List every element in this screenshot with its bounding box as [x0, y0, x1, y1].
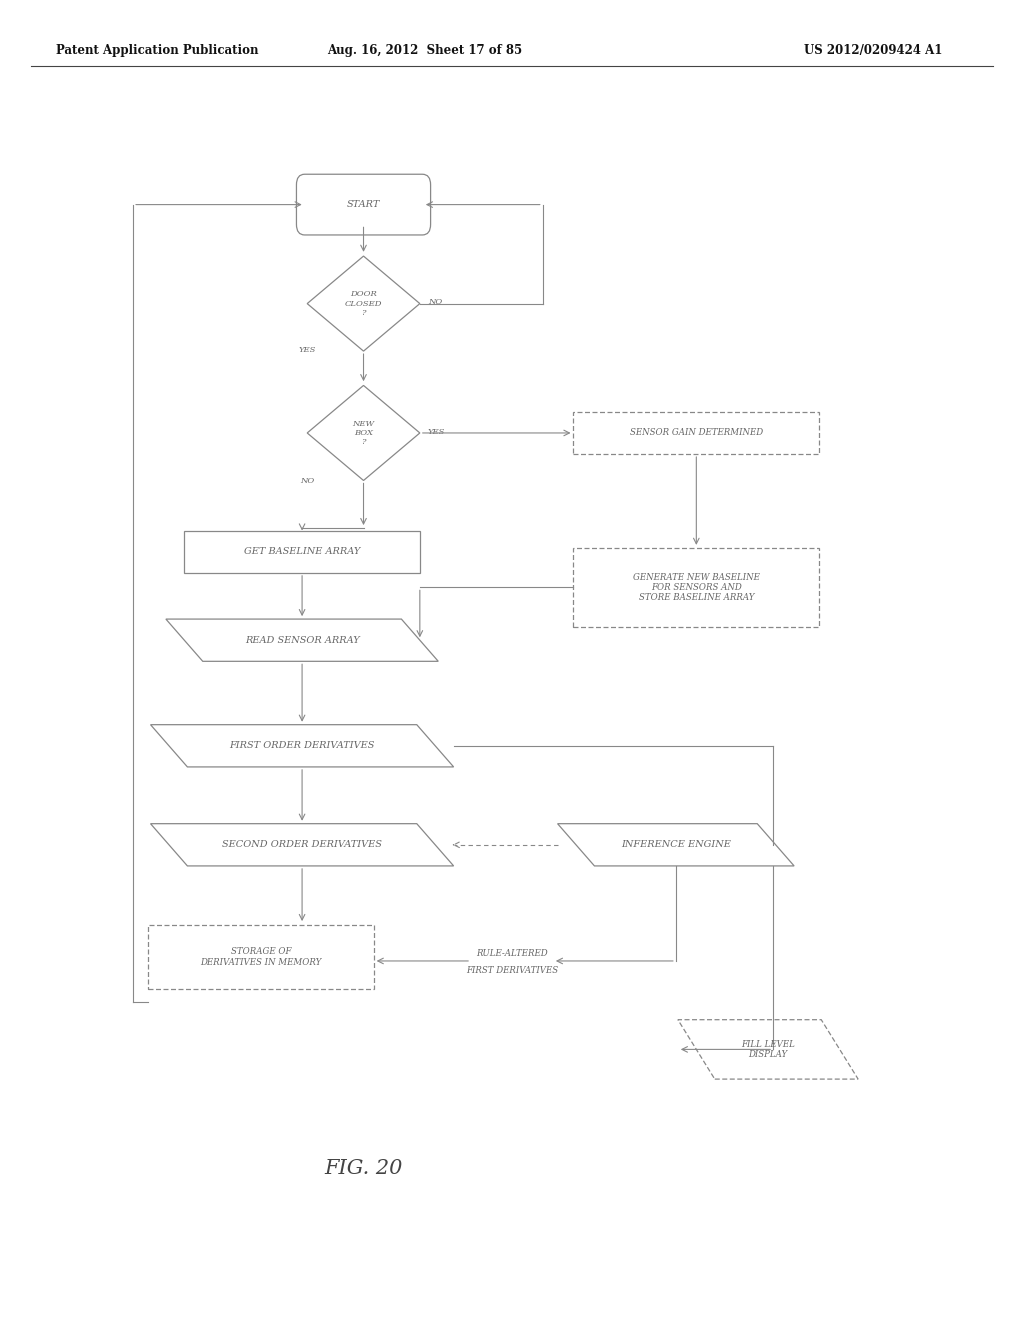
- Bar: [573, 412, 819, 454]
- Text: FILL LEVEL
DISPLAY: FILL LEVEL DISPLAY: [741, 1040, 795, 1059]
- Bar: [184, 531, 420, 573]
- Text: NEW
BOX
?: NEW BOX ?: [352, 420, 375, 446]
- Text: GENERATE NEW BASELINE
FOR SENSORS AND
STORE BASELINE ARRAY: GENERATE NEW BASELINE FOR SENSORS AND ST…: [633, 573, 760, 602]
- Polygon shape: [307, 385, 420, 480]
- Text: FIRST DERIVATIVES: FIRST DERIVATIVES: [466, 966, 558, 974]
- Polygon shape: [151, 824, 454, 866]
- Text: STORAGE OF
DERIVATIVES IN MEMORY: STORAGE OF DERIVATIVES IN MEMORY: [201, 948, 322, 966]
- Text: FIRST ORDER DERIVATIVES: FIRST ORDER DERIVATIVES: [229, 742, 375, 750]
- Text: READ SENSOR ARRAY: READ SENSOR ARRAY: [245, 636, 359, 644]
- Text: RULE-ALTERED: RULE-ALTERED: [476, 949, 548, 957]
- Text: YES: YES: [428, 428, 445, 436]
- Text: NO: NO: [300, 477, 314, 484]
- Text: NO: NO: [428, 298, 442, 306]
- Polygon shape: [151, 725, 454, 767]
- Bar: [573, 548, 819, 627]
- Text: Aug. 16, 2012  Sheet 17 of 85: Aug. 16, 2012 Sheet 17 of 85: [328, 44, 522, 57]
- Text: Patent Application Publication: Patent Application Publication: [56, 44, 259, 57]
- Polygon shape: [678, 1020, 858, 1080]
- Text: INFERENCE ENGINE: INFERENCE ENGINE: [621, 841, 731, 849]
- Text: US 2012/0209424 A1: US 2012/0209424 A1: [804, 44, 942, 57]
- Polygon shape: [166, 619, 438, 661]
- Text: START: START: [347, 201, 380, 209]
- Text: DOOR
CLOSED
?: DOOR CLOSED ?: [345, 290, 382, 317]
- Polygon shape: [557, 824, 795, 866]
- Bar: [148, 925, 374, 989]
- Text: YES: YES: [299, 346, 315, 354]
- FancyBboxPatch shape: [297, 174, 430, 235]
- Polygon shape: [307, 256, 420, 351]
- Text: GET BASELINE ARRAY: GET BASELINE ARRAY: [244, 548, 360, 556]
- Text: SENSOR GAIN DETERMINED: SENSOR GAIN DETERMINED: [630, 429, 763, 437]
- Text: SECOND ORDER DERIVATIVES: SECOND ORDER DERIVATIVES: [222, 841, 382, 849]
- Text: FIG. 20: FIG. 20: [325, 1159, 402, 1177]
